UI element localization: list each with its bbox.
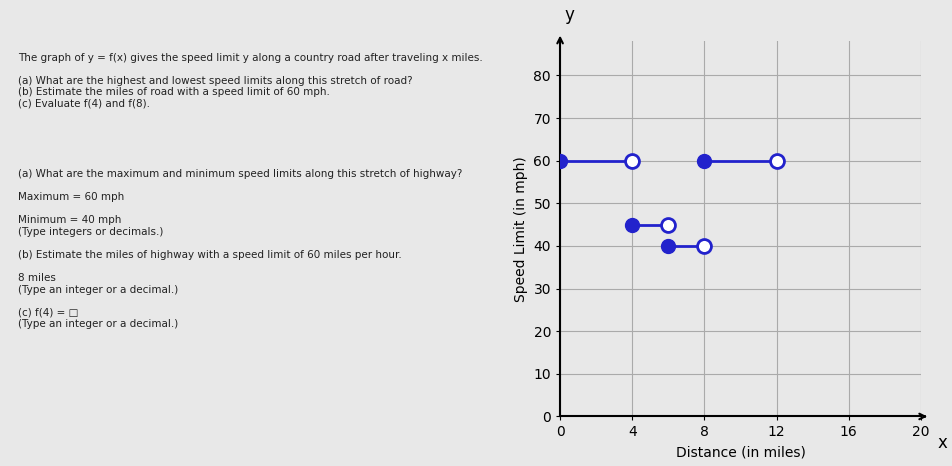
Text: The graph of y = f(x) gives the speed limit y along a country road after traveli: The graph of y = f(x) gives the speed li… [18,53,482,329]
X-axis label: Distance (in miles): Distance (in miles) [675,445,804,459]
Text: y: y [564,6,573,24]
Text: x: x [937,433,946,452]
Y-axis label: Speed Limit (in mph): Speed Limit (in mph) [513,156,527,302]
